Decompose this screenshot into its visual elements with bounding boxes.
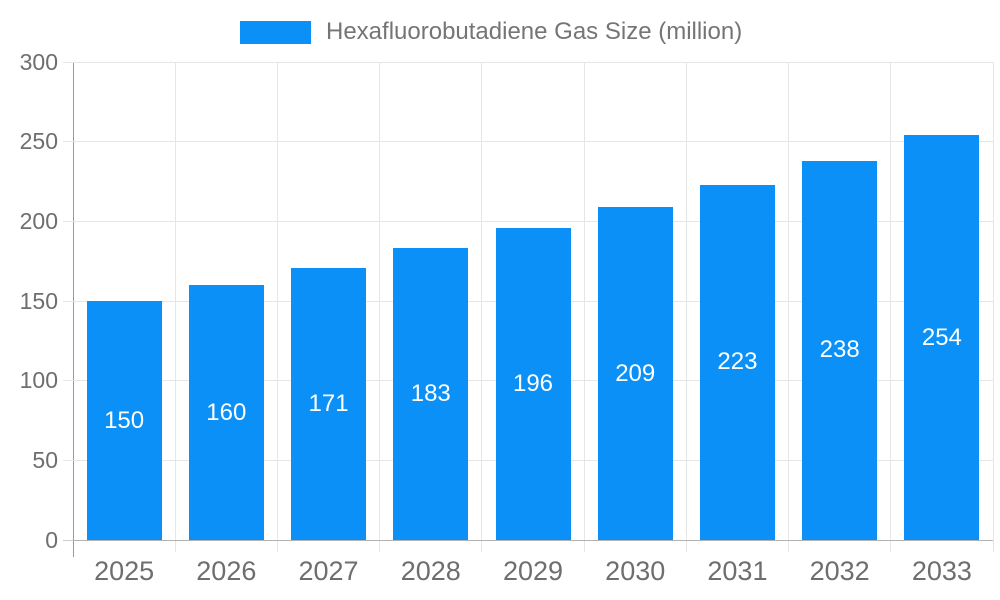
y-gridline bbox=[63, 220, 993, 222]
x-axis-tick-label: 2033 bbox=[911, 556, 972, 586]
legend-item[interactable]: Hexafluorobutadiene Gas Size (million) bbox=[240, 18, 742, 46]
x-tick bbox=[583, 540, 585, 552]
bar-value-label: 160 bbox=[206, 398, 247, 426]
bar-value-label: 238 bbox=[819, 336, 860, 364]
x-tick bbox=[481, 540, 483, 552]
y-axis-tick-label: 100 bbox=[19, 367, 58, 394]
y-axis-tick-label: 150 bbox=[19, 287, 58, 314]
x-axis-tick-label: 2029 bbox=[502, 556, 564, 586]
bar-2031[interactable]: 223 bbox=[699, 184, 775, 540]
y-axis-tick-label: 200 bbox=[19, 207, 58, 234]
x-gridline bbox=[481, 62, 483, 540]
x-tick bbox=[276, 540, 278, 552]
legend-swatch-icon bbox=[240, 20, 311, 44]
x-tick bbox=[890, 540, 892, 552]
x-gridline bbox=[685, 62, 687, 540]
bar-2033[interactable]: 254 bbox=[904, 135, 980, 540]
bar-value-label: 183 bbox=[410, 380, 451, 408]
bar-2025[interactable]: 150 bbox=[86, 301, 162, 540]
x-tick bbox=[685, 540, 687, 552]
y-axis-tick-label: 300 bbox=[19, 48, 58, 75]
bar-value-label: 150 bbox=[104, 406, 145, 434]
y-axis-tick-label: 0 bbox=[45, 526, 58, 553]
x-tick bbox=[379, 540, 381, 552]
x-axis-tick-label: 2030 bbox=[605, 556, 666, 586]
x-gridline bbox=[788, 62, 790, 540]
x-tick bbox=[992, 540, 994, 552]
x-axis-tick-label: 2027 bbox=[298, 556, 359, 586]
x-gridline bbox=[276, 62, 278, 540]
y-axis-tick-label: 250 bbox=[19, 128, 58, 155]
y-axis-line bbox=[73, 62, 74, 557]
bar-value-label: 171 bbox=[308, 389, 349, 417]
legend-label: Hexafluorobutadiene Gas Size (million) bbox=[326, 18, 743, 45]
y-gridline bbox=[63, 61, 993, 63]
x-gridline bbox=[992, 62, 994, 540]
y-axis-tick-label: 50 bbox=[32, 446, 58, 473]
bar-2027[interactable]: 171 bbox=[291, 267, 367, 540]
bar-value-label: 196 bbox=[512, 369, 554, 397]
x-axis-line bbox=[73, 540, 993, 541]
x-axis-tick-label: 2031 bbox=[707, 556, 768, 586]
bar-2029[interactable]: 196 bbox=[495, 227, 571, 540]
x-axis-tick-label: 2025 bbox=[94, 556, 155, 586]
bar-2030[interactable]: 209 bbox=[597, 207, 673, 540]
x-gridline bbox=[890, 62, 892, 540]
x-tick bbox=[788, 540, 790, 552]
x-axis-tick-label: 2028 bbox=[400, 556, 461, 586]
bar-2026[interactable]: 160 bbox=[188, 285, 264, 540]
x-gridline bbox=[583, 62, 585, 540]
plot-area: 150 160 171 183 196 209 223 238 254 bbox=[63, 61, 994, 552]
y-gridline bbox=[63, 141, 993, 143]
bar-value-label: 254 bbox=[921, 323, 962, 351]
y-tick bbox=[63, 539, 73, 541]
bar-2032[interactable]: 238 bbox=[802, 160, 878, 540]
x-axis-tick-label: 2032 bbox=[809, 556, 870, 586]
bar-value-label: 223 bbox=[717, 348, 758, 376]
x-gridline bbox=[379, 62, 381, 540]
bar-2028[interactable]: 183 bbox=[393, 248, 469, 540]
x-axis-tick-label: 2026 bbox=[196, 556, 257, 586]
x-gridline bbox=[174, 62, 176, 540]
x-tick bbox=[174, 540, 176, 552]
bar-value-label: 209 bbox=[615, 359, 656, 387]
